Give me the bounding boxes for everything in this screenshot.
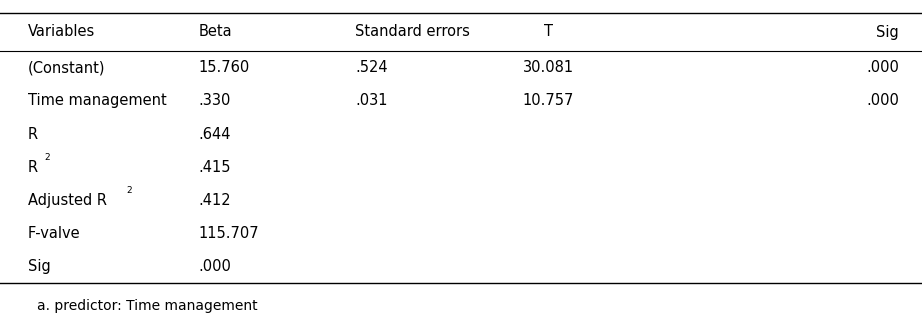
Text: Standard errors: Standard errors bbox=[355, 25, 470, 39]
Text: .000: .000 bbox=[198, 259, 231, 274]
Text: 2: 2 bbox=[44, 153, 50, 162]
Text: 115.707: 115.707 bbox=[198, 226, 259, 241]
Text: a. predictor: Time management: a. predictor: Time management bbox=[37, 299, 257, 313]
Text: 30.081: 30.081 bbox=[523, 60, 574, 75]
Text: .415: .415 bbox=[198, 160, 230, 175]
Text: .412: .412 bbox=[198, 193, 230, 208]
Text: .031: .031 bbox=[355, 93, 387, 108]
Text: R: R bbox=[28, 126, 38, 141]
Text: R: R bbox=[28, 160, 38, 175]
Text: Sig: Sig bbox=[28, 259, 51, 274]
Text: .000: .000 bbox=[866, 93, 899, 108]
Text: 2: 2 bbox=[126, 186, 132, 195]
Text: .524: .524 bbox=[355, 60, 387, 75]
Text: Variables: Variables bbox=[28, 25, 95, 39]
Text: 15.760: 15.760 bbox=[198, 60, 250, 75]
Text: .330: .330 bbox=[198, 93, 230, 108]
Text: Time management: Time management bbox=[28, 93, 166, 108]
Text: Beta: Beta bbox=[198, 25, 231, 39]
Text: Sig: Sig bbox=[876, 25, 899, 39]
Text: T: T bbox=[544, 25, 553, 39]
Text: Adjusted R: Adjusted R bbox=[28, 193, 107, 208]
Text: (Constant): (Constant) bbox=[28, 60, 105, 75]
Text: 10.757: 10.757 bbox=[523, 93, 574, 108]
Text: F-valve: F-valve bbox=[28, 226, 80, 241]
Text: .000: .000 bbox=[866, 60, 899, 75]
Text: .644: .644 bbox=[198, 126, 230, 141]
